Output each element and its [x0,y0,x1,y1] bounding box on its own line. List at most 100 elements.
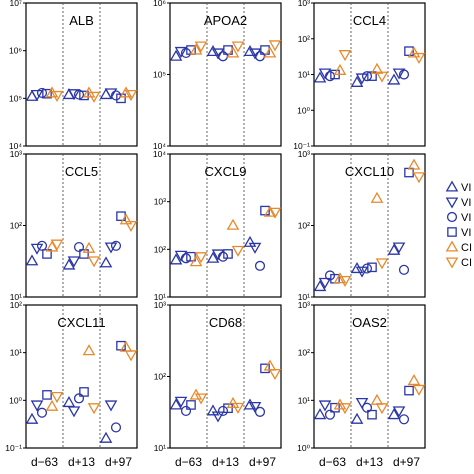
y-tick-label: 10⁵ [153,70,166,80]
legend-marker [445,180,459,192]
data-point [268,368,282,381]
y-tick-label: 10³ [154,300,166,310]
y-tick-label: 10³ [298,0,310,8]
y-tick-label: 10⁶ [153,0,166,8]
data-point [223,249,233,259]
legend-entry: VI [446,211,471,224]
data-point [248,242,262,254]
y-tick-label: 10⁻¹ [5,443,22,453]
data-point [174,250,188,262]
data-point [231,245,245,257]
data-point [231,41,245,53]
y-tick-label: 10³ [298,149,310,159]
legend-label: CI [461,257,472,269]
data-point [375,403,389,415]
data-point [73,89,85,100]
data-point [67,256,81,268]
data-point [194,252,208,264]
data-point [79,249,89,259]
y-tick-label: 10⁵ [9,93,22,103]
data-point [99,431,113,443]
data-point [338,275,352,288]
data-point [169,253,183,265]
data-point [361,71,373,82]
data-point [367,262,377,273]
data-point [104,400,118,412]
data-point [412,52,426,64]
data-point [370,191,384,203]
legend-entry: VI [445,197,471,209]
data-point [36,407,48,418]
data-point [99,256,113,268]
data-point [180,47,192,59]
data-point [217,51,229,62]
data-point [124,90,138,102]
legend-marker [445,240,459,252]
data-point [313,71,327,83]
data-point [387,408,401,420]
data-point [82,344,96,356]
data-point [73,241,85,253]
data-point [116,93,126,104]
data-point [180,253,192,264]
data-point [206,404,220,416]
data-point [211,48,225,60]
data-point [119,86,133,98]
data-point [79,90,89,101]
data-point [370,393,384,405]
legend-marker [445,257,459,269]
legend-label: VI [461,212,471,224]
panel-title: CXCL10 [345,164,394,179]
x-tick-label: d−63 [319,455,346,469]
data-point [25,412,39,424]
data-point [248,48,262,60]
data-point [180,405,192,416]
data-point [407,374,421,386]
data-point [50,90,64,102]
data-point [318,68,332,80]
data-point [87,256,101,268]
panel-cxcl9: CXCL9 10¹ 10² 10³ 10⁴ [153,149,282,302]
panel-ccl4: CCL4 10⁻¹ 10⁰ 10¹ 10² 10³ [293,0,426,151]
data-point [124,220,138,233]
y-tick-label: 10³ [154,197,166,207]
data-point [67,89,81,101]
data-point [367,409,377,420]
data-point [263,205,277,217]
data-point [375,71,389,83]
y-tick-label: 10² [10,300,22,310]
panel-title: CD68 [209,315,242,330]
data-point [350,75,364,87]
panel-frame [25,2,138,147]
panel-cd68: CD68 10¹ 10² 10³ [154,300,282,453]
data-point [263,359,277,371]
data-point [243,44,257,57]
data-point [169,49,183,61]
data-point [30,400,44,412]
data-point [350,262,364,274]
data-point [87,403,101,415]
data-point [338,50,352,62]
data-point [338,403,352,415]
data-point [398,264,410,275]
legend-label: VI [461,197,471,209]
data-point [243,235,257,247]
data-point [254,406,266,417]
data-point [268,207,282,219]
y-tick-label: 10² [10,221,22,231]
legend-marker [446,211,458,223]
x-tick-label: d+97 [105,455,132,469]
data-point [189,255,203,267]
data-point [36,240,48,251]
panel-ccl5: CCL5 10¹ 10² 10³ [10,149,138,302]
data-point [324,71,336,82]
data-point [248,401,262,414]
y-tick-label: 10⁴ [9,141,22,151]
data-point [62,258,76,270]
x-tick-label: d+13 [212,455,239,469]
data-point [333,63,347,75]
legend-marker [445,197,459,209]
data-point [361,402,373,413]
data-point [194,393,208,405]
